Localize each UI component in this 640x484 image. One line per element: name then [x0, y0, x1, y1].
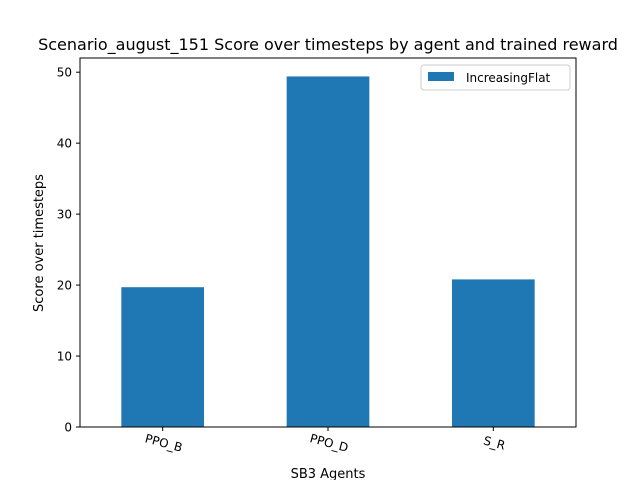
plot-area: [79, 57, 577, 428]
y-tick-label: 30: [57, 208, 72, 222]
y-tick-label: 40: [57, 137, 72, 151]
y-axis-label: Score over timesteps: [32, 174, 47, 312]
bar-ppo-d: [286, 76, 370, 427]
y-tick-label: 0: [64, 421, 72, 435]
y-tick-label: 50: [57, 66, 72, 80]
y-axis: 0 10 20 30 40 50: [57, 66, 80, 435]
legend: IncreasingFlat: [420, 64, 571, 91]
bar-ppo-b: [121, 287, 204, 427]
x-axis-label: SB3 Agents: [291, 467, 366, 480]
chart-title: Scenario_august_151 Score over timesteps…: [38, 35, 618, 55]
x-tick-label: S_R: [482, 434, 507, 453]
legend-box: [420, 64, 571, 91]
legend-swatch: [428, 72, 454, 81]
y-tick-label: 10: [57, 350, 72, 364]
legend-label: IncreasingFlat: [466, 71, 551, 85]
y-tick-label: 20: [57, 279, 72, 293]
bar-s-r: [452, 279, 535, 427]
